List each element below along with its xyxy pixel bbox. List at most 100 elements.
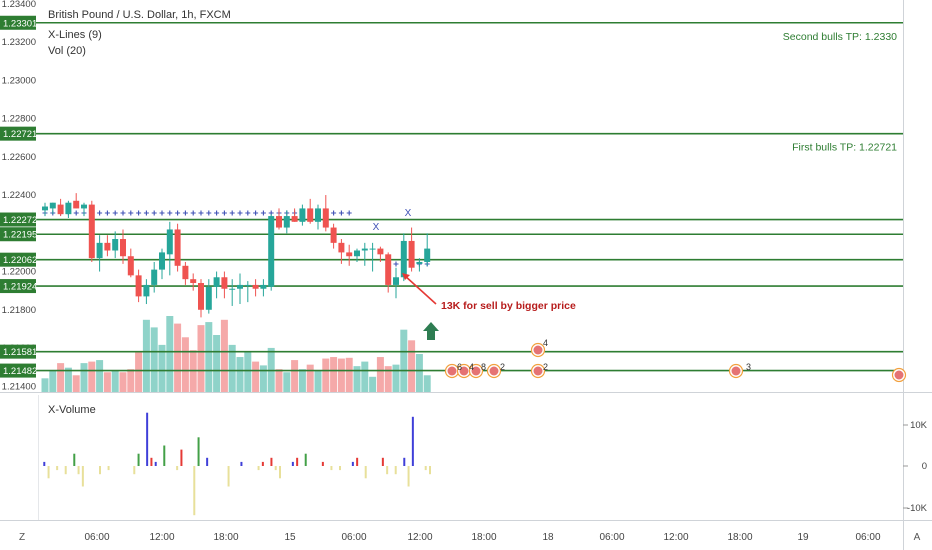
level-price-label: 1.22062 bbox=[3, 255, 37, 266]
time-tick-label: 12:00 bbox=[663, 532, 688, 543]
xline-marker bbox=[175, 210, 181, 216]
level-price-tag bbox=[0, 212, 36, 227]
candle-body bbox=[369, 248, 376, 250]
candle-body bbox=[104, 242, 111, 251]
candle-body bbox=[135, 275, 142, 297]
candle-body bbox=[377, 248, 384, 255]
xline-marker bbox=[104, 210, 110, 216]
price-tick-label: 1.23400 bbox=[2, 0, 36, 10]
xline-marker bbox=[260, 210, 266, 216]
xline-marker bbox=[198, 210, 204, 216]
level-price-label: 1.21924 bbox=[3, 282, 37, 293]
price-tick-label: 1.21800 bbox=[2, 305, 36, 316]
annotation-text: 13K for sell by bigger price bbox=[441, 300, 576, 312]
volume-bar bbox=[228, 344, 236, 392]
timezone-button: Z bbox=[19, 532, 25, 543]
volume-bar bbox=[135, 352, 143, 392]
xline-marker bbox=[182, 210, 188, 216]
candle-body bbox=[65, 202, 72, 215]
x-mark-icon: X bbox=[373, 222, 380, 233]
flag-icon bbox=[533, 366, 543, 376]
candle-body bbox=[322, 208, 329, 228]
volume-bar bbox=[64, 367, 72, 392]
volume-bar bbox=[213, 335, 221, 392]
flag-icon bbox=[731, 366, 741, 376]
level-price-tag bbox=[0, 363, 36, 378]
time-tick-label: 06:00 bbox=[599, 532, 624, 543]
flag-icon bbox=[489, 366, 499, 376]
volume-bar bbox=[220, 319, 228, 392]
volume-bar bbox=[88, 361, 96, 392]
xline-marker bbox=[245, 210, 251, 216]
level-price-label: 1.21581 bbox=[3, 347, 37, 358]
volume-bar bbox=[345, 357, 353, 392]
candle-body bbox=[190, 279, 197, 284]
indicator-volume: Vol (20) bbox=[48, 45, 86, 57]
event-count-label: 2 bbox=[500, 362, 505, 372]
candle-body bbox=[338, 242, 345, 253]
time-tick-label: 06:00 bbox=[341, 532, 366, 543]
volume-bar bbox=[369, 376, 377, 392]
time-tick-label: 12:00 bbox=[149, 532, 174, 543]
volume-bar bbox=[57, 363, 65, 392]
candle-body bbox=[291, 216, 298, 222]
level-price-tag bbox=[0, 252, 36, 267]
xline-marker bbox=[253, 210, 259, 216]
time-tick-label: 06:00 bbox=[84, 532, 109, 543]
volume-bar bbox=[103, 372, 111, 392]
xline-marker bbox=[331, 210, 337, 216]
volume-bar bbox=[244, 352, 252, 392]
xline-marker bbox=[190, 210, 196, 216]
auto-scale-button: A bbox=[914, 532, 921, 543]
flag-icon bbox=[471, 366, 481, 376]
level-price-tag bbox=[0, 279, 36, 294]
time-tick-label: 06:00 bbox=[855, 532, 880, 543]
candle-body bbox=[268, 216, 275, 287]
candle-body bbox=[221, 277, 228, 289]
candle-body bbox=[393, 277, 399, 285]
time-tick-label: 18:00 bbox=[213, 532, 238, 543]
volume-bar bbox=[392, 364, 400, 392]
time-tick-label: 15 bbox=[284, 532, 296, 543]
volume-bar bbox=[291, 360, 299, 392]
candle-body bbox=[127, 256, 134, 276]
xvolume-title: X-Volume bbox=[48, 404, 96, 416]
xline-marker bbox=[346, 210, 352, 216]
volume-bar bbox=[283, 372, 291, 392]
xline-marker bbox=[229, 210, 235, 216]
annotation-arrow bbox=[403, 274, 437, 305]
annotation-arrowhead bbox=[402, 273, 410, 280]
xline-marker bbox=[237, 210, 243, 216]
flag-icon bbox=[459, 366, 469, 376]
volume-bar bbox=[306, 364, 314, 392]
candle-body bbox=[346, 252, 353, 257]
level-price-tag bbox=[0, 126, 36, 141]
candle-body bbox=[330, 227, 337, 243]
candle-body bbox=[151, 269, 158, 285]
volume-bar bbox=[361, 361, 369, 392]
xline-marker bbox=[167, 210, 173, 216]
volume-bar bbox=[150, 327, 158, 392]
xline-marker bbox=[338, 210, 344, 216]
volume-bar bbox=[205, 322, 213, 392]
candle-body bbox=[283, 216, 290, 228]
xline-marker bbox=[112, 210, 118, 216]
level-price-tag bbox=[0, 227, 36, 242]
time-tick-label: 19 bbox=[797, 532, 809, 543]
xvolume-tick-label: -10K bbox=[907, 503, 928, 514]
volume-bar bbox=[197, 325, 205, 392]
candle-body bbox=[361, 248, 368, 251]
candle-body bbox=[42, 206, 48, 211]
candle-body bbox=[424, 248, 431, 262]
volume-bar bbox=[376, 357, 384, 392]
candle-body bbox=[400, 240, 407, 278]
volume-bar bbox=[415, 354, 423, 392]
symbol-title: British Pound / U.S. Dollar, 1h, FXCM bbox=[48, 9, 231, 21]
flag-icon bbox=[533, 345, 543, 355]
time-tick-label: 18:00 bbox=[471, 532, 496, 543]
price-tick-label: 1.23200 bbox=[2, 37, 36, 48]
volume-bar bbox=[322, 358, 330, 392]
flag-icon bbox=[447, 366, 457, 376]
candle-body bbox=[354, 250, 360, 257]
